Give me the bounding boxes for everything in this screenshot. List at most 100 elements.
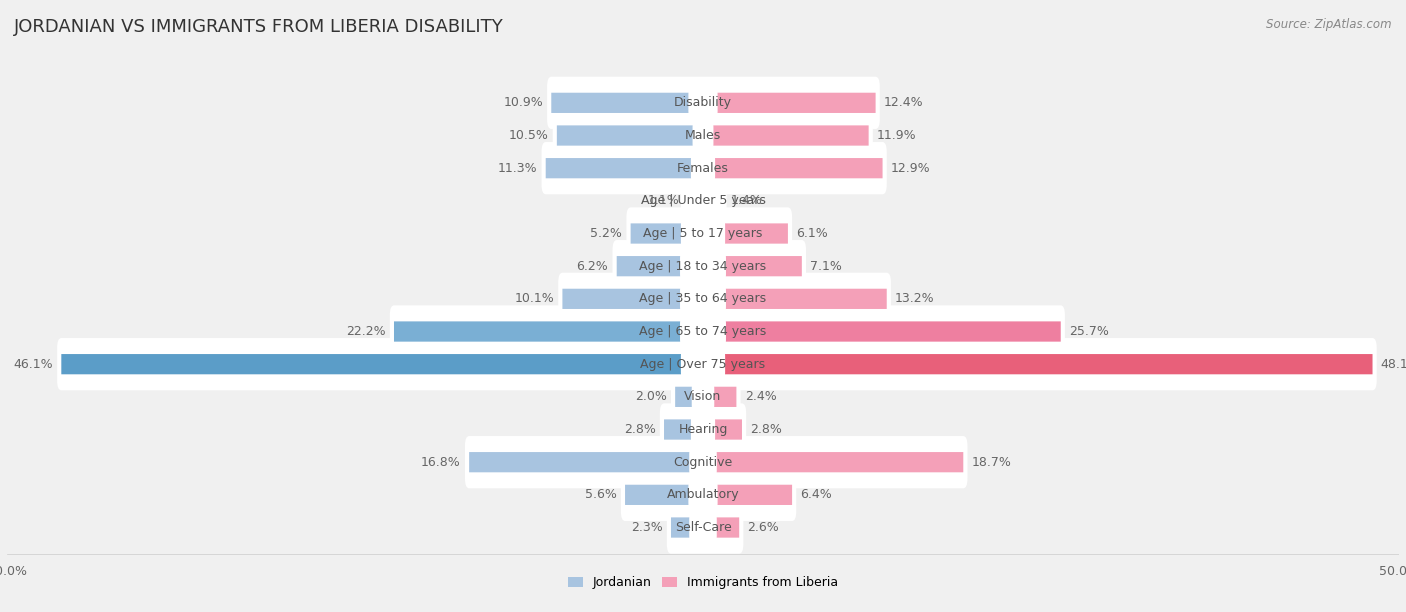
Text: 5.2%: 5.2% — [591, 227, 623, 240]
Text: 6.2%: 6.2% — [576, 259, 609, 273]
FancyBboxPatch shape — [689, 88, 717, 118]
Text: 2.6%: 2.6% — [748, 521, 779, 534]
Text: 25.7%: 25.7% — [1069, 325, 1109, 338]
Text: 6.1%: 6.1% — [796, 227, 828, 240]
FancyBboxPatch shape — [671, 371, 741, 423]
Text: Age | 35 to 64 years: Age | 35 to 64 years — [640, 293, 766, 305]
FancyBboxPatch shape — [690, 414, 716, 445]
Text: 11.9%: 11.9% — [877, 129, 917, 142]
FancyBboxPatch shape — [681, 185, 725, 216]
Text: Age | 65 to 74 years: Age | 65 to 74 years — [640, 325, 766, 338]
FancyBboxPatch shape — [683, 174, 727, 227]
FancyBboxPatch shape — [699, 517, 740, 538]
Text: Males: Males — [685, 129, 721, 142]
FancyBboxPatch shape — [681, 218, 725, 248]
FancyBboxPatch shape — [681, 251, 725, 282]
FancyBboxPatch shape — [666, 501, 744, 554]
FancyBboxPatch shape — [626, 485, 707, 505]
FancyBboxPatch shape — [621, 469, 796, 521]
FancyBboxPatch shape — [681, 284, 725, 314]
Text: Hearing: Hearing — [678, 423, 728, 436]
FancyBboxPatch shape — [465, 436, 967, 488]
Text: 48.1%: 48.1% — [1381, 357, 1406, 371]
Text: 7.1%: 7.1% — [810, 259, 842, 273]
FancyBboxPatch shape — [553, 110, 873, 162]
FancyBboxPatch shape — [617, 256, 707, 276]
Text: Age | 5 to 17 years: Age | 5 to 17 years — [644, 227, 762, 240]
FancyBboxPatch shape — [671, 517, 707, 538]
FancyBboxPatch shape — [558, 273, 891, 325]
Text: Age | Under 5 years: Age | Under 5 years — [641, 195, 765, 207]
FancyBboxPatch shape — [541, 142, 887, 195]
FancyBboxPatch shape — [699, 125, 869, 146]
FancyBboxPatch shape — [690, 153, 716, 184]
FancyBboxPatch shape — [699, 223, 787, 244]
Text: Ambulatory: Ambulatory — [666, 488, 740, 501]
FancyBboxPatch shape — [664, 419, 707, 439]
Legend: Jordanian, Immigrants from Liberia: Jordanian, Immigrants from Liberia — [568, 577, 838, 589]
FancyBboxPatch shape — [699, 158, 883, 178]
Text: 10.5%: 10.5% — [509, 129, 548, 142]
FancyBboxPatch shape — [681, 349, 725, 379]
FancyBboxPatch shape — [699, 419, 742, 439]
FancyBboxPatch shape — [62, 354, 707, 375]
Text: 22.2%: 22.2% — [346, 325, 385, 338]
FancyBboxPatch shape — [631, 223, 707, 244]
FancyBboxPatch shape — [470, 452, 707, 472]
Text: 13.2%: 13.2% — [896, 293, 935, 305]
Text: Source: ZipAtlas.com: Source: ZipAtlas.com — [1267, 18, 1392, 31]
FancyBboxPatch shape — [699, 191, 723, 211]
FancyBboxPatch shape — [675, 387, 707, 407]
FancyBboxPatch shape — [681, 316, 725, 346]
Text: 18.7%: 18.7% — [972, 456, 1011, 469]
Text: 46.1%: 46.1% — [13, 357, 53, 371]
Text: Self-Care: Self-Care — [675, 521, 731, 534]
FancyBboxPatch shape — [699, 256, 801, 276]
FancyBboxPatch shape — [692, 382, 714, 412]
FancyBboxPatch shape — [613, 240, 806, 293]
FancyBboxPatch shape — [699, 321, 1060, 341]
FancyBboxPatch shape — [689, 447, 717, 477]
Text: Females: Females — [678, 162, 728, 174]
Text: 2.0%: 2.0% — [636, 390, 666, 403]
FancyBboxPatch shape — [693, 121, 713, 151]
Text: 5.6%: 5.6% — [585, 488, 617, 501]
Text: 12.4%: 12.4% — [884, 96, 924, 110]
Text: JORDANIAN VS IMMIGRANTS FROM LIBERIA DISABILITY: JORDANIAN VS IMMIGRANTS FROM LIBERIA DIS… — [14, 18, 503, 36]
Text: 1.1%: 1.1% — [648, 195, 679, 207]
Text: Vision: Vision — [685, 390, 721, 403]
FancyBboxPatch shape — [627, 207, 792, 259]
FancyBboxPatch shape — [547, 76, 880, 129]
Text: 16.8%: 16.8% — [420, 456, 461, 469]
FancyBboxPatch shape — [699, 485, 792, 505]
Text: 12.9%: 12.9% — [891, 162, 931, 174]
Text: 2.4%: 2.4% — [745, 390, 776, 403]
FancyBboxPatch shape — [689, 512, 717, 543]
FancyBboxPatch shape — [389, 305, 1064, 357]
FancyBboxPatch shape — [699, 354, 1372, 375]
Text: 2.8%: 2.8% — [624, 423, 655, 436]
FancyBboxPatch shape — [659, 403, 747, 456]
Text: 10.1%: 10.1% — [515, 293, 554, 305]
FancyBboxPatch shape — [58, 338, 1376, 390]
Text: Age | Over 75 years: Age | Over 75 years — [641, 357, 765, 371]
Text: 1.4%: 1.4% — [731, 195, 762, 207]
FancyBboxPatch shape — [689, 480, 717, 510]
FancyBboxPatch shape — [699, 387, 737, 407]
FancyBboxPatch shape — [551, 92, 707, 113]
FancyBboxPatch shape — [688, 191, 707, 211]
Text: 11.3%: 11.3% — [498, 162, 537, 174]
FancyBboxPatch shape — [394, 321, 707, 341]
Text: 2.8%: 2.8% — [751, 423, 782, 436]
FancyBboxPatch shape — [699, 289, 887, 309]
Text: 2.3%: 2.3% — [631, 521, 662, 534]
Text: Disability: Disability — [673, 96, 733, 110]
FancyBboxPatch shape — [546, 158, 707, 178]
Text: Cognitive: Cognitive — [673, 456, 733, 469]
FancyBboxPatch shape — [557, 125, 707, 146]
FancyBboxPatch shape — [699, 92, 876, 113]
Text: Age | 18 to 34 years: Age | 18 to 34 years — [640, 259, 766, 273]
FancyBboxPatch shape — [699, 452, 963, 472]
Text: 10.9%: 10.9% — [503, 96, 543, 110]
Text: 6.4%: 6.4% — [800, 488, 832, 501]
